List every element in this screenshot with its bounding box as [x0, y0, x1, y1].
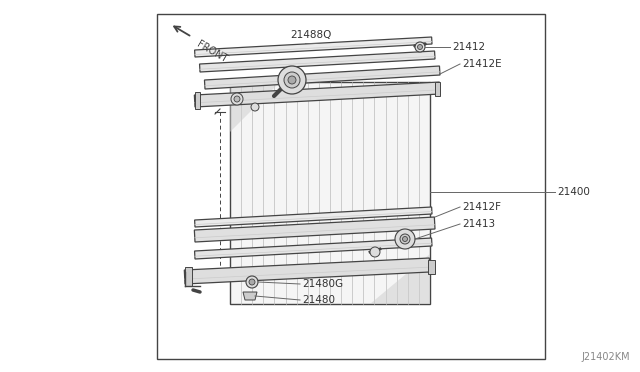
Circle shape	[395, 229, 415, 249]
Text: 21480G: 21480G	[302, 279, 343, 289]
Polygon shape	[184, 258, 430, 284]
Text: 21412F: 21412F	[462, 202, 501, 212]
Circle shape	[370, 247, 380, 257]
Polygon shape	[428, 260, 435, 274]
Circle shape	[234, 96, 240, 102]
Text: FRONT: FRONT	[195, 39, 229, 64]
Circle shape	[288, 76, 296, 84]
Circle shape	[403, 237, 408, 241]
Polygon shape	[195, 82, 440, 107]
Text: 21413: 21413	[462, 219, 495, 229]
Circle shape	[417, 45, 422, 49]
Polygon shape	[185, 267, 192, 286]
Polygon shape	[230, 82, 280, 132]
Circle shape	[400, 234, 410, 244]
Polygon shape	[204, 66, 440, 89]
Bar	[230, 82, 430, 304]
Text: 21412E: 21412E	[462, 59, 502, 69]
Polygon shape	[435, 82, 440, 96]
Text: 21400: 21400	[557, 187, 590, 197]
Circle shape	[284, 72, 300, 88]
Text: 21480: 21480	[302, 295, 335, 305]
Polygon shape	[195, 238, 432, 259]
Text: 21488Q: 21488Q	[290, 30, 332, 40]
Circle shape	[278, 66, 306, 94]
Polygon shape	[195, 92, 200, 109]
Bar	[157, 14, 545, 359]
Polygon shape	[243, 292, 257, 300]
Circle shape	[251, 103, 259, 111]
Text: J21402KM: J21402KM	[581, 352, 630, 362]
Circle shape	[415, 42, 425, 52]
Polygon shape	[200, 51, 435, 72]
Circle shape	[246, 276, 258, 288]
Polygon shape	[370, 254, 430, 304]
Text: 21412: 21412	[452, 42, 485, 52]
Polygon shape	[195, 207, 432, 227]
Circle shape	[249, 279, 255, 285]
Circle shape	[231, 93, 243, 105]
Polygon shape	[195, 217, 435, 242]
Polygon shape	[195, 37, 432, 57]
